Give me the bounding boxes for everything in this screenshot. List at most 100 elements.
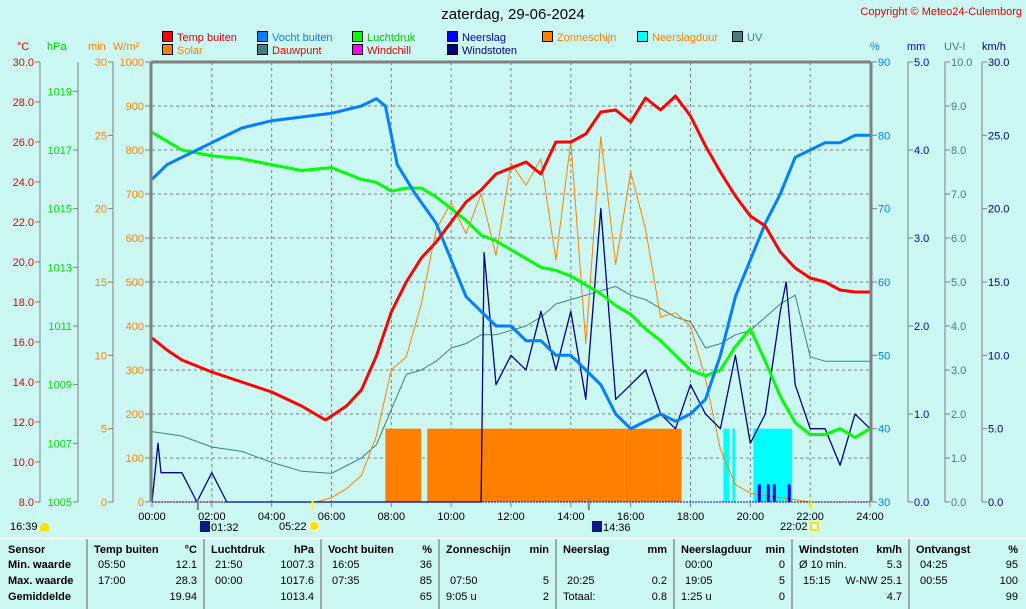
axis-tick-label: 30 (878, 497, 890, 509)
bar-neerslagduur (723, 428, 730, 502)
stats-max-value: 100 (999, 575, 1018, 587)
stats-avg-value: 4.7 (886, 591, 902, 603)
axis-tick-label: 300 (126, 365, 144, 377)
stats-column-unit: °C (184, 544, 197, 556)
legend-swatch-icon (162, 31, 173, 42)
axis-tick-label: 30.0 (988, 57, 1009, 69)
stats-column: Ontvangst% 04:25 95 00:55 100 99 (910, 539, 1024, 609)
stats-max-time: 07:35 (332, 575, 360, 587)
axis-tick-label: 400 (126, 321, 144, 333)
axis-tick-label: 90 (878, 57, 890, 69)
stats-min-time: 00:00 (685, 559, 713, 571)
legend-label: Neerslag (462, 32, 507, 44)
axis-tick-label: 600 (126, 233, 144, 245)
axis-tick-label: 25 (95, 130, 107, 142)
axis-tick-label: 15 (95, 277, 107, 289)
stats-max-time: 20:25 (567, 575, 595, 587)
stats-min-time: 04:25 (920, 559, 948, 571)
stats-column-unit: % (1008, 544, 1018, 556)
axis-tick-label: 200 (126, 409, 144, 421)
axis-tick-label: 9.0 (951, 101, 966, 113)
legend-label: Solar (177, 45, 203, 57)
stats-column-name: Neerslagduur (681, 544, 752, 556)
axis-tick-label: 3.0 (914, 233, 929, 245)
stats-min-value: 0 (778, 559, 785, 571)
axis-tick-label: 1.0 (914, 409, 929, 421)
legend-item: Luchtdruk (352, 31, 415, 44)
axis-unit-rain: mm (907, 41, 926, 53)
axis-tick-label: 1015 (48, 204, 72, 216)
axis-tick-label: 700 (126, 189, 144, 201)
legend-item: Temp buiten (162, 31, 237, 44)
axis-unit-solar: W/m² (113, 41, 140, 53)
sun-moon-label: 05:22 (279, 521, 307, 533)
copyright-text: Copyright © Meteo24-Culemborg (860, 6, 1022, 18)
stats-max-value: 85 (419, 575, 432, 587)
axis-tick-label: 800 (126, 145, 144, 157)
stats-table: Sensor Min. waarde Max. waarde Gemiddelde Te… (0, 538, 1026, 609)
legend-swatch-icon (352, 31, 363, 42)
axis-tick-label: 0.0 (988, 497, 1003, 509)
axis-tick-label: 18.0 (13, 297, 34, 309)
bar-zonneschijn (660, 428, 682, 502)
axis-tick-label: 7.0 (951, 189, 966, 201)
stats-column-unit: % (422, 544, 432, 556)
stats-column-name: Ontvangst (916, 544, 971, 556)
x-axis-tick-label: 06:00 (318, 511, 346, 523)
weather-chart: 30.0 28.0 26.0 24.0 22.0 20.0 18.0 16.0 14.0 12.0… (13, 57, 1010, 523)
stats-row-label: Sensor (8, 544, 46, 556)
stats-column-name: Neerslag (563, 544, 610, 556)
axis-tick-label: 4.0 (951, 321, 966, 333)
axis-tick-label: 3.0 (951, 365, 966, 377)
legend-item: UV (732, 31, 762, 44)
axis-tick-label: 5.0 (914, 57, 929, 69)
bar-zonneschijn (624, 428, 661, 502)
sunrise-icon (308, 521, 319, 531)
stats-max-time: 07:50 (450, 575, 478, 587)
x-axis-tick-label: 20:00 (737, 511, 765, 523)
legend-label: Luchtdruk (367, 32, 416, 44)
stats-max-value: W-NW 25.1 (845, 575, 902, 587)
stats-column-unit: mm (647, 544, 667, 556)
stats-max-time: 17:00 (98, 575, 126, 587)
x-axis-tick-label: 12:00 (497, 511, 525, 523)
stats-column-name: Zonneschijn (446, 544, 511, 556)
stats-max-value: 28.3 (175, 575, 197, 587)
series-dauwpunt (151, 285, 870, 474)
legend-label: Windstoten (462, 45, 518, 57)
chart-title: zaterdag, 29-06-2024 (441, 6, 585, 23)
legend-label: Temp buiten (177, 32, 237, 44)
axis-tick-label: 28.0 (13, 97, 34, 109)
axis-tick-label: 14.0 (13, 377, 34, 389)
axis-tick-label: 15.0 (988, 277, 1009, 289)
axis-tick-label: 0 (138, 497, 144, 509)
axis-tick-label: 1000 (120, 57, 144, 69)
stats-avg-value: 99 (1005, 591, 1018, 603)
stats-row-label: Min. waarde (8, 559, 71, 571)
legend-label: Vocht buiten (272, 32, 333, 44)
bar-neerslagduur (732, 428, 736, 502)
sun-moon-label: 22:02 (780, 521, 808, 533)
stats-column: Vocht buiten% 16:05 36 07:35 85 65 (322, 539, 440, 609)
legend-swatch-icon (447, 44, 458, 55)
legend-item: Vocht buiten (257, 31, 333, 44)
stats-max-value: 5 (778, 575, 785, 587)
stats-column-name: Luchtdruk (211, 544, 265, 556)
sun-moon-time: 14:36 (592, 521, 631, 534)
axis-tick-label: 30.0 (13, 57, 34, 69)
axis-tick-label: 1009 (48, 380, 72, 392)
stats-column-unit: min (765, 544, 785, 556)
axis-tick-label: 2.0 (951, 409, 966, 421)
sun-moon-label: 16:39 (10, 521, 38, 533)
legend-item: Neerslagduur (637, 31, 718, 44)
axis-tick-label: 80 (878, 130, 890, 142)
axis-tick-label: 16.0 (13, 337, 34, 349)
x-axis-tick-label: 24:00 (856, 511, 884, 523)
axis-tick-label: 60 (878, 277, 890, 289)
legend-swatch-icon (732, 31, 743, 42)
axis-unit-uv: UV-I (944, 41, 966, 53)
stats-row-label: Max. waarde (8, 575, 74, 587)
axis-unit-humidity: % (870, 41, 880, 53)
axis-tick-label: 900 (126, 101, 144, 113)
stats-min-time: 05:50 (98, 559, 126, 571)
